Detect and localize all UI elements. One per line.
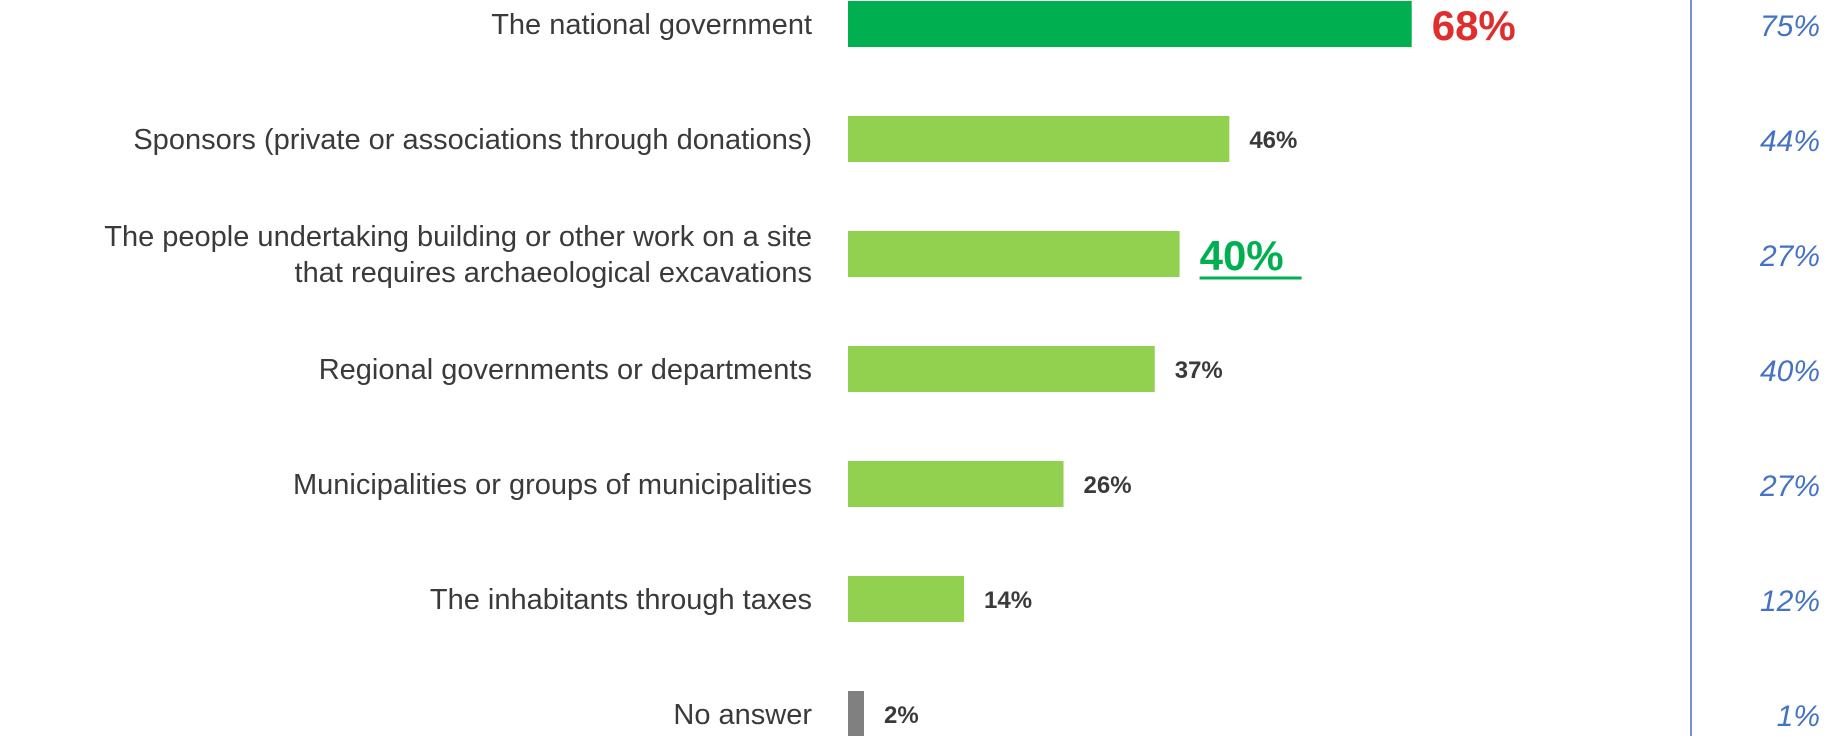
category-label-4: Regional governments or departments xyxy=(319,354,812,386)
category-label-3: that requires archaeological excavations xyxy=(295,257,812,289)
comparison-label-3: 27% xyxy=(1759,240,1820,273)
comparison-label-5: 27% xyxy=(1759,470,1820,503)
category-label-6: The inhabitants through taxes xyxy=(430,584,812,616)
bar-4 xyxy=(848,346,1155,392)
value-label-4: 37% xyxy=(1175,357,1223,384)
value-label-2: 46% xyxy=(1249,127,1297,154)
category-label-7: No answer xyxy=(673,699,812,731)
value-label-7: 2% xyxy=(884,702,919,729)
value-label-6: 14% xyxy=(984,587,1032,614)
bar-3 xyxy=(848,231,1180,277)
bar-2 xyxy=(848,116,1230,162)
category-label-3: The people undertaking building or other… xyxy=(104,221,812,253)
category-label-2: Sponsors (private or associations throug… xyxy=(133,124,812,156)
category-label-5: Municipalities or groups of municipaliti… xyxy=(293,469,812,501)
comparison-label-1: 75% xyxy=(1760,10,1820,43)
value-label-5: 26% xyxy=(1084,472,1132,499)
bar-7 xyxy=(848,691,864,736)
value-label-1: 68% xyxy=(1432,2,1516,49)
value-label-3: 40% xyxy=(1200,232,1284,279)
comparison-label-2: 44% xyxy=(1760,125,1820,158)
comparison-label-4: 40% xyxy=(1760,355,1820,388)
bar-6 xyxy=(848,576,965,622)
bar-5 xyxy=(848,461,1064,507)
category-label-1: The national government xyxy=(491,9,812,41)
comparison-label-7: 1% xyxy=(1777,700,1820,733)
bar-1 xyxy=(848,1,1412,47)
comparison-label-6: 12% xyxy=(1760,585,1820,618)
